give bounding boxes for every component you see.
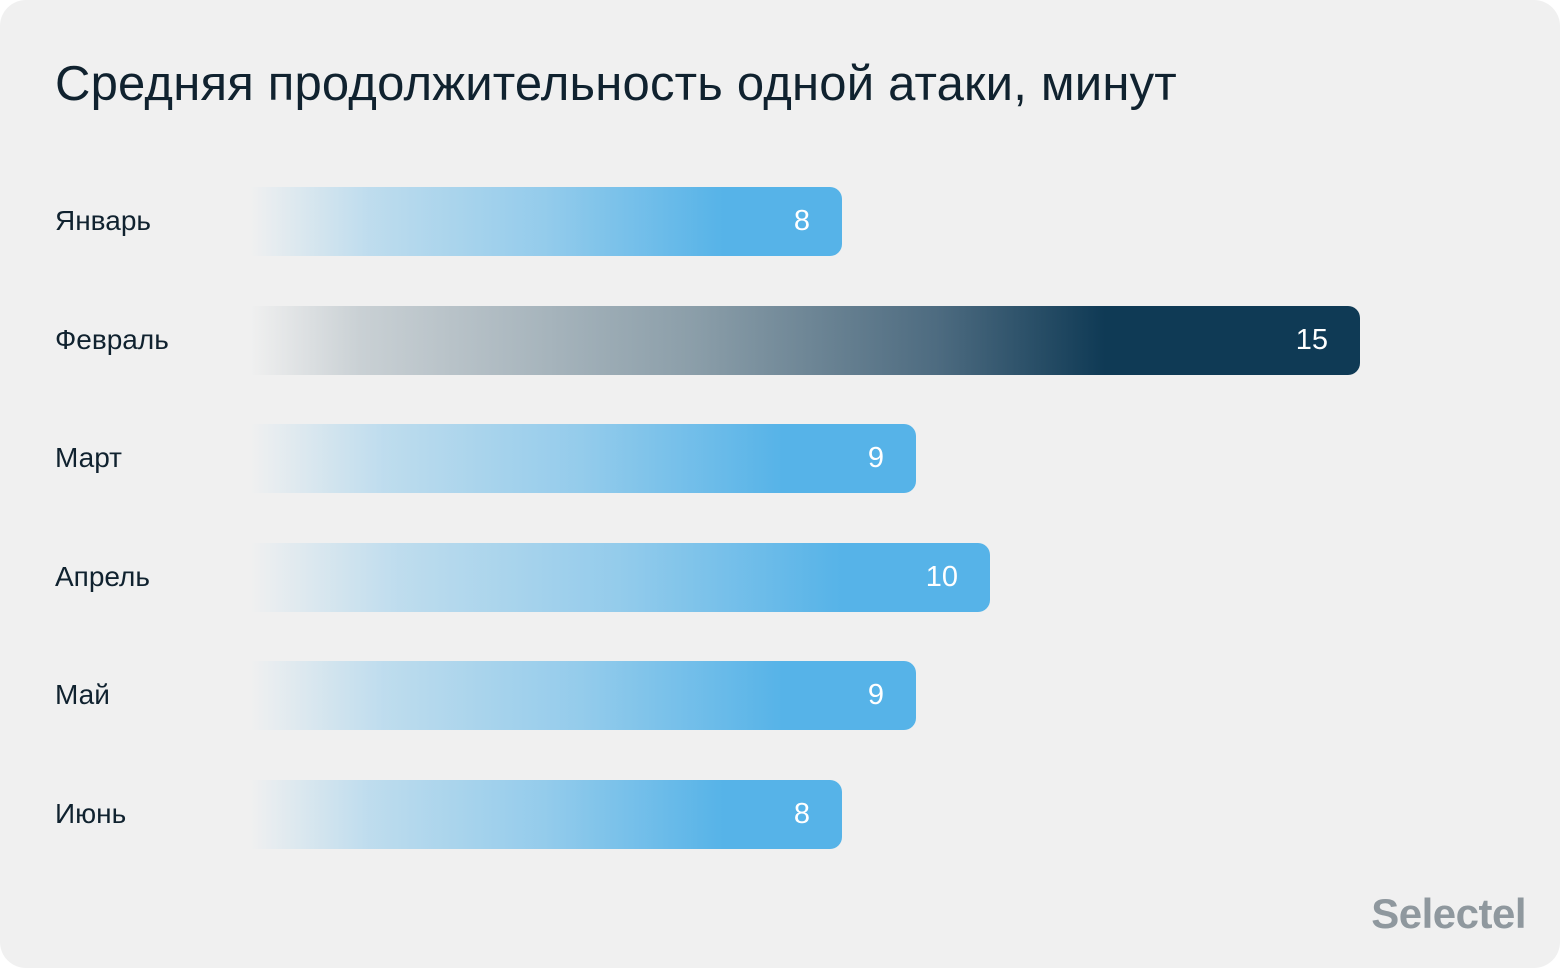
bar: 9 (250, 661, 916, 731)
bar: 8 (250, 780, 842, 849)
category-label: Март (55, 442, 122, 474)
chart-title: Средняя продолжительность одной атаки, м… (55, 57, 1177, 111)
category-label: Июнь (55, 798, 127, 829)
category-label: Апрель (55, 560, 150, 592)
data-label: 9 (867, 679, 884, 712)
category-label: Май (55, 679, 110, 711)
data-label: 15 (1295, 323, 1328, 356)
category-label: Январь (55, 205, 151, 236)
bar: 8 (250, 187, 842, 256)
data-label: 10 (925, 560, 958, 593)
data-label: 8 (793, 205, 810, 237)
bar: 10 (250, 542, 990, 612)
bar: 9 (250, 424, 916, 494)
category-label: Февраль (55, 323, 169, 355)
data-label: 9 (867, 442, 884, 475)
bar: 15 (250, 305, 1360, 375)
selectel-logo: Selectel (1371, 890, 1526, 937)
data-label: 8 (793, 798, 810, 830)
